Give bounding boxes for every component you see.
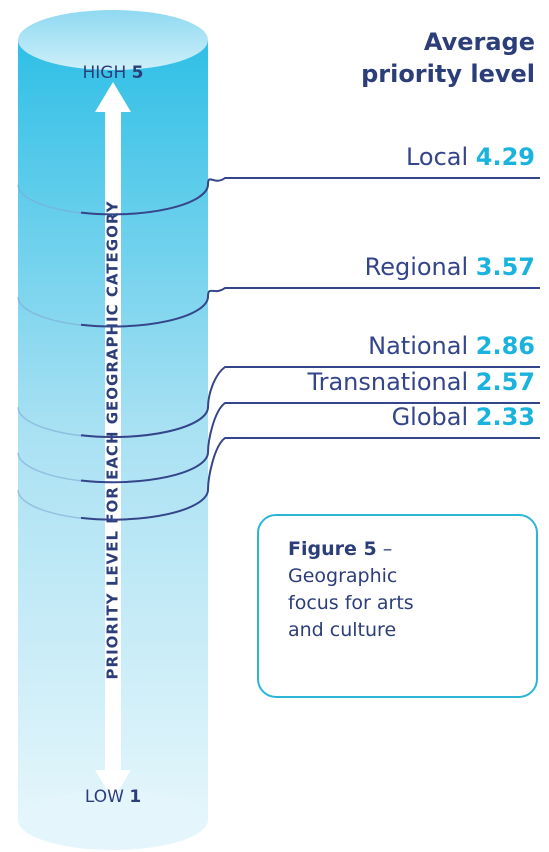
high-label: HIGH 5	[82, 63, 143, 83]
category-name: Global	[392, 403, 469, 431]
low-text: LOW	[85, 787, 124, 807]
category-label: National 2.86	[368, 332, 535, 360]
connector	[80, 366, 540, 439]
caption: Figure 5 – Geographic focus for arts and…	[288, 536, 428, 644]
caption-box	[257, 514, 538, 698]
title: Average priority level	[361, 28, 535, 88]
value-label: 3.57	[476, 253, 535, 281]
category-name: National	[368, 332, 468, 360]
y-tick-label: 5	[132, 63, 144, 83]
double-arrow	[95, 82, 131, 800]
connector	[80, 177, 540, 216]
connector	[80, 287, 540, 328]
connector	[80, 437, 540, 521]
category-name: Local	[406, 143, 468, 171]
value-label: 2.33	[476, 403, 535, 431]
category-name: Regional	[365, 253, 469, 281]
category-label: Regional 3.57	[365, 253, 535, 281]
low-label: LOW 1	[85, 787, 141, 807]
category-name: Transnational	[306, 368, 468, 396]
value-label: 2.57	[476, 368, 535, 396]
category-label: Local 4.29	[406, 143, 535, 171]
caption-text: – Geographic focus for arts and culture	[288, 538, 414, 641]
category-label: Global 2.33	[392, 403, 535, 431]
value-label: 2.86	[476, 332, 535, 360]
category-label: Transnational 2.57	[306, 368, 535, 396]
connector	[80, 402, 540, 484]
figure-label: Figure 5	[288, 538, 377, 560]
value-label: 4.29	[476, 143, 535, 171]
axis-label: PRIORITY LEVEL FOR EACH GEOGRAPHIC CATEG…	[104, 200, 122, 679]
y-tick-label: 1	[129, 787, 141, 807]
high-text: HIGH	[82, 63, 126, 83]
